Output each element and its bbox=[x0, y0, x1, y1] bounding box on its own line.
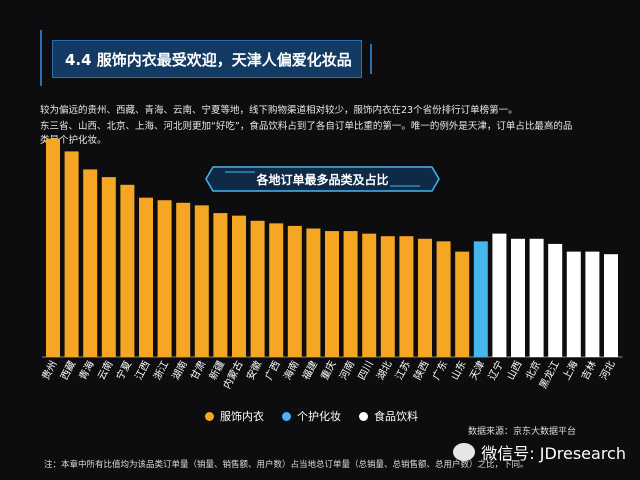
bar-food bbox=[529, 238, 544, 357]
x-tick-label: 新疆 bbox=[206, 358, 227, 382]
legend-dot-personal-care bbox=[282, 411, 291, 421]
x-tick-label: 河南 bbox=[336, 358, 357, 382]
bar-apparel bbox=[101, 177, 116, 357]
bar-apparel bbox=[362, 233, 377, 357]
x-tick-label: 广东 bbox=[429, 358, 450, 382]
bar-apparel bbox=[436, 241, 451, 357]
bar-personal_care bbox=[473, 241, 488, 357]
bar-apparel bbox=[46, 138, 60, 357]
footnote: 注：本章中所有比值均为该品类订单量（销量、销售额、用户数）占当地总订单量（总销量… bbox=[44, 460, 529, 470]
bar-apparel bbox=[325, 231, 339, 357]
x-tick-label: 甘肃 bbox=[188, 358, 209, 382]
legend-item-food: 食品饮料 bbox=[359, 408, 418, 424]
title-left-bracket bbox=[40, 30, 48, 86]
bar-food bbox=[604, 254, 618, 357]
legend-label-food: 食品饮料 bbox=[374, 410, 418, 423]
bar-food bbox=[566, 251, 581, 357]
x-tick-label: 海南 bbox=[281, 358, 302, 382]
bar-apparel bbox=[269, 223, 284, 357]
x-tick-label: 广西 bbox=[263, 359, 283, 382]
bar-apparel bbox=[455, 251, 470, 357]
bar-apparel bbox=[287, 225, 302, 357]
chart-title: 各地订单最多品类及占比 bbox=[256, 172, 389, 187]
description-line-3: 类是个护化妆。 bbox=[40, 135, 107, 146]
bar-apparel bbox=[343, 231, 358, 357]
bar-food bbox=[548, 243, 563, 357]
bar-apparel bbox=[120, 184, 135, 357]
bar-apparel bbox=[139, 197, 153, 357]
bar-apparel bbox=[213, 213, 228, 357]
x-tick-label: 吉林 bbox=[578, 358, 599, 382]
bar-apparel bbox=[232, 215, 246, 357]
bar-apparel bbox=[250, 220, 265, 357]
x-tick-label: 宁夏 bbox=[113, 358, 134, 382]
wechat-id: 微信号: JDresearch bbox=[481, 444, 626, 463]
x-tick-label: 重庆 bbox=[318, 358, 339, 382]
bar-food bbox=[511, 238, 525, 357]
x-tick-label: 辽宁 bbox=[485, 358, 506, 382]
x-tick-label: 江苏 bbox=[392, 358, 413, 382]
bar-apparel bbox=[83, 169, 98, 357]
x-tick-label: 江西 bbox=[133, 359, 153, 382]
description-line-1: 较为偏远的贵州、西藏、青海、云南、宁夏等地，线下购物渠道相对较少，服饰内衣在23… bbox=[40, 105, 518, 116]
bar-apparel bbox=[306, 228, 321, 357]
x-tick-label: 云南 bbox=[95, 358, 116, 382]
x-tick-label: 安徽 bbox=[243, 358, 264, 382]
x-tick-label: 青海 bbox=[76, 358, 97, 382]
description-line-2: 东三省、山西、北京、上海、河北则更加“好吃”，食品饮料占到了各自订单比重的第一。… bbox=[40, 121, 573, 132]
chart-title-frame-svg bbox=[205, 166, 440, 192]
legend-dot-apparel bbox=[205, 411, 214, 421]
x-tick-label: 河北 bbox=[598, 359, 618, 382]
wechat-icon bbox=[453, 443, 476, 461]
x-tick-label: 山东 bbox=[448, 358, 469, 382]
x-tick-label: 天津 bbox=[467, 359, 487, 382]
x-tick-label: 西藏 bbox=[58, 359, 78, 382]
x-tick-label: 湖南 bbox=[169, 358, 190, 382]
chart-title-frame: 各地订单最多品类及占比 bbox=[205, 166, 440, 192]
legend-item-apparel: 服饰内衣 bbox=[205, 408, 264, 424]
bar-food bbox=[585, 251, 600, 357]
legend-item-personal-care: 个护化妆 bbox=[282, 408, 341, 424]
x-tick-label: 浙江 bbox=[151, 359, 171, 382]
bar-apparel bbox=[176, 202, 191, 357]
x-tick-label: 北京 bbox=[522, 358, 543, 382]
bar-apparel bbox=[157, 200, 172, 357]
section-title: 4.4 服饰内衣最受欢迎，天津人偏爱化妆品 bbox=[52, 40, 362, 78]
title-right-bracket bbox=[366, 44, 372, 74]
x-tick-label: 湖北 bbox=[374, 359, 394, 382]
legend-dot-food bbox=[359, 411, 368, 421]
x-tick-label: 四川 bbox=[357, 359, 376, 382]
bar-apparel bbox=[418, 238, 432, 357]
x-tick-label: 山西 bbox=[505, 359, 525, 382]
bar-apparel bbox=[399, 236, 414, 357]
legend-label-personal-care: 个护化妆 bbox=[297, 410, 341, 423]
x-tick-label: 陕西 bbox=[411, 358, 432, 382]
x-tick-label: 贵州 bbox=[39, 358, 60, 382]
x-tick-label: 上海 bbox=[560, 358, 581, 382]
data-source: 数据来源：京东大数据平台 bbox=[467, 427, 576, 437]
chart-legend: 服饰内衣 个护化妆 食品饮料 bbox=[205, 408, 418, 424]
wechat-badge: 微信号: JDresearch bbox=[453, 440, 626, 464]
bar-apparel bbox=[64, 151, 79, 357]
x-tick-label: 福建 bbox=[299, 358, 320, 382]
bar-apparel bbox=[380, 236, 395, 357]
bar-food bbox=[492, 233, 507, 357]
bar-apparel bbox=[194, 205, 209, 357]
legend-label-apparel: 服饰内衣 bbox=[220, 410, 264, 423]
